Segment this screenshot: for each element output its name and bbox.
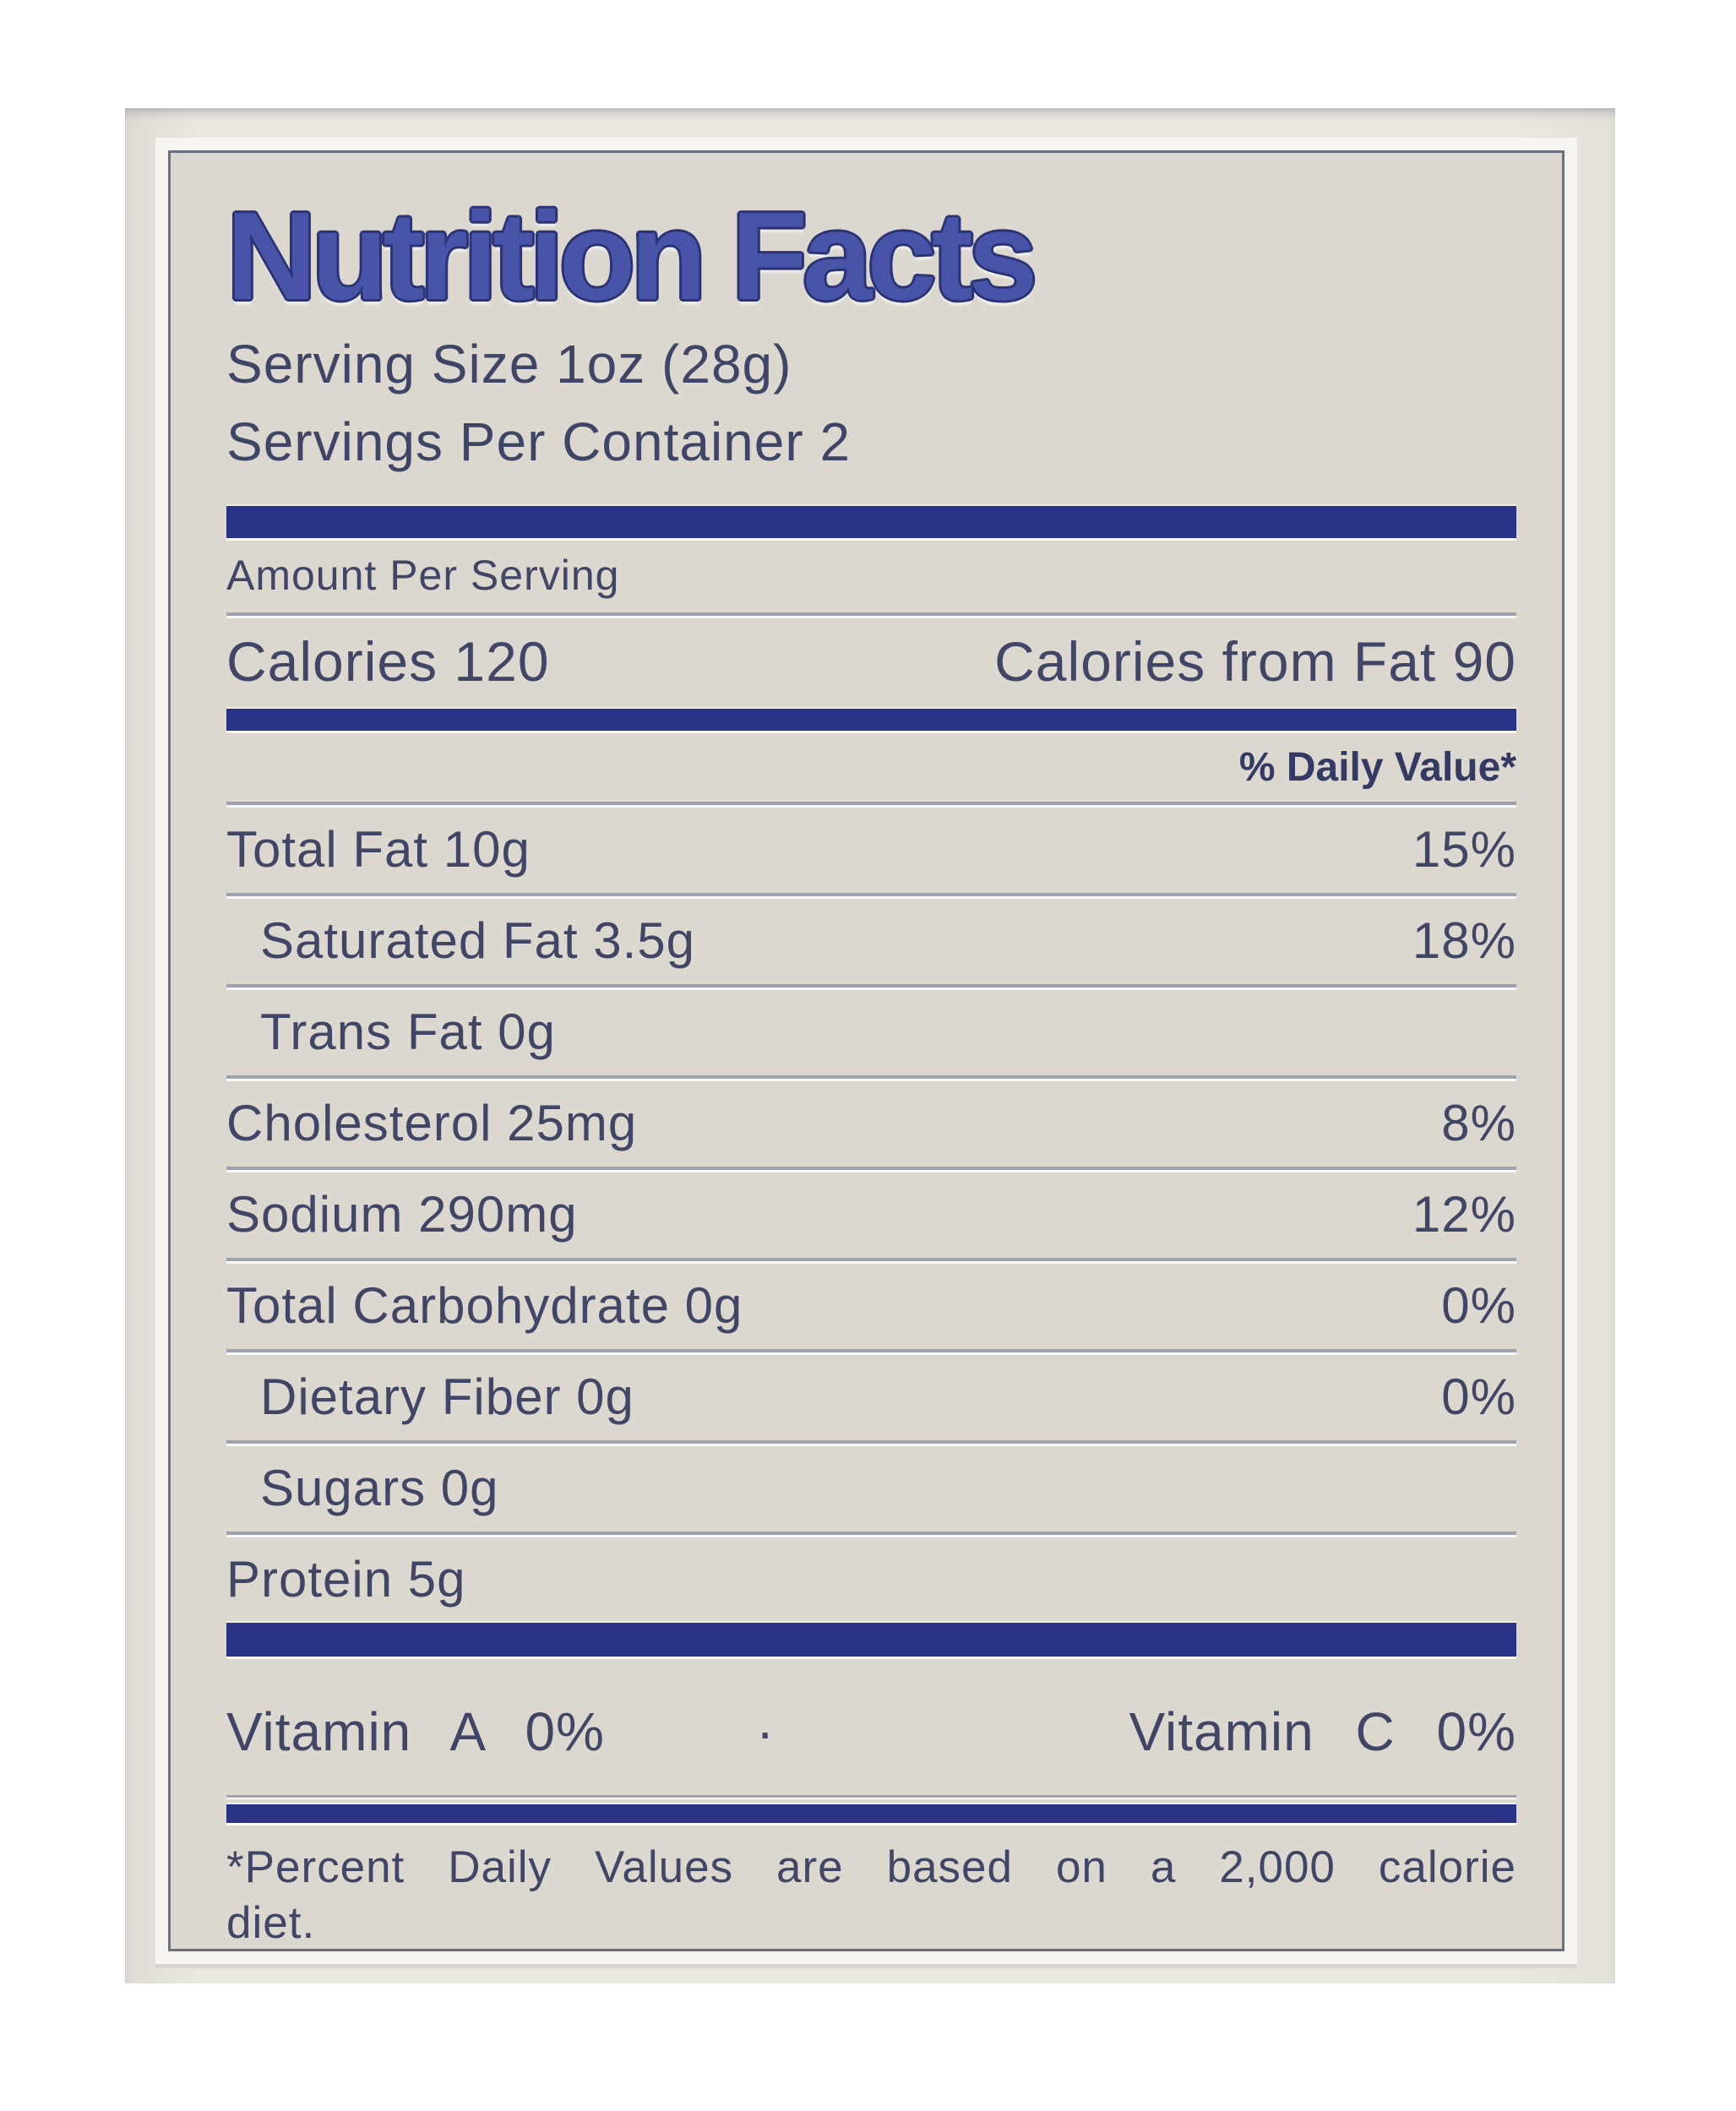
calories-from-fat-value: Calories from Fat 90 <box>994 630 1516 693</box>
section-divider-bar <box>226 709 1516 731</box>
calories-row: Calories 120 Calories from Fat 90 <box>226 616 1516 709</box>
vitamins-row: Vitamin A 0% · Vitamin C 0% <box>226 1657 1516 1798</box>
nutrient-row: Protein 5g <box>226 1535 1516 1623</box>
section-divider-bar <box>226 1804 1516 1823</box>
nutrient-row: Total Carbohydrate 0g 0% <box>226 1261 1516 1352</box>
nutrient-row: Cholesterol 25mg 8% <box>226 1079 1516 1170</box>
nutrient-name: Total Fat 10g <box>226 820 531 878</box>
serving-size: Serving Size 1oz (28g) <box>226 334 792 394</box>
nutrient-name: Cholesterol 25mg <box>226 1094 638 1151</box>
amount-per-serving-heading: Amount Per Serving <box>226 550 1516 616</box>
nutrition-facts-title: Nutrition Facts <box>226 187 1037 326</box>
nutrient-daily-value: 0% <box>1441 1276 1516 1334</box>
section-divider-bar <box>226 506 1516 538</box>
nutrient-row: Sodium 290mg 12% <box>226 1170 1516 1261</box>
nutrient-name: Dietary Fiber 0g <box>260 1368 634 1425</box>
footnote-line-1: *Percent Daily Values are based on a 2,0… <box>226 1842 1516 1892</box>
nutrient-row: Total Fat 10g 15% <box>226 805 1516 896</box>
vitamin-a-value: Vitamin A 0% <box>226 1701 605 1762</box>
nutrient-name: Sugars 0g <box>260 1459 499 1516</box>
nutrient-name: Protein 5g <box>226 1550 466 1608</box>
nutrient-daily-value: 8% <box>1441 1094 1516 1151</box>
nutrient-name: Total Carbohydrate 0g <box>226 1276 743 1334</box>
nutrient-row: Sugars 0g <box>226 1444 1516 1535</box>
nutrient-daily-value: 0% <box>1441 1368 1516 1425</box>
nutrient-name: Saturated Fat 3.5g <box>260 911 695 969</box>
nutrition-facts-label: Nutrition Facts Serving Size 1oz (28g) S… <box>168 150 1565 1951</box>
nutrient-daily-value: 15% <box>1412 820 1516 878</box>
servings-per-container: Servings Per Container 2 <box>226 411 852 472</box>
section-divider-bar <box>226 1623 1516 1657</box>
vitamin-c-value: Vitamin C 0% <box>1129 1701 1516 1762</box>
dot-separator: · <box>756 1701 775 1762</box>
nutrient-row: Trans Fat 0g <box>226 987 1516 1079</box>
nutrient-daily-value: 12% <box>1412 1185 1516 1243</box>
calories-value: Calories 120 <box>226 630 550 693</box>
footnote-line-2: diet. <box>226 1898 316 1948</box>
nutrient-name: Trans Fat 0g <box>260 1003 556 1060</box>
daily-values-footnote: *Percent Daily Values are based on a 2,0… <box>226 1840 1516 1951</box>
nutrient-row: Saturated Fat 3.5g 18% <box>226 896 1516 987</box>
nutrient-row: Dietary Fiber 0g 0% <box>226 1352 1516 1444</box>
nutrient-table: Total Fat 10g 15% Saturated Fat 3.5g 18% Tra… <box>226 805 1516 1623</box>
percent-daily-value-heading: % Daily Value* <box>226 731 1516 805</box>
nutrient-name: Sodium 290mg <box>226 1185 578 1243</box>
nutrient-daily-value: 18% <box>1412 911 1516 969</box>
